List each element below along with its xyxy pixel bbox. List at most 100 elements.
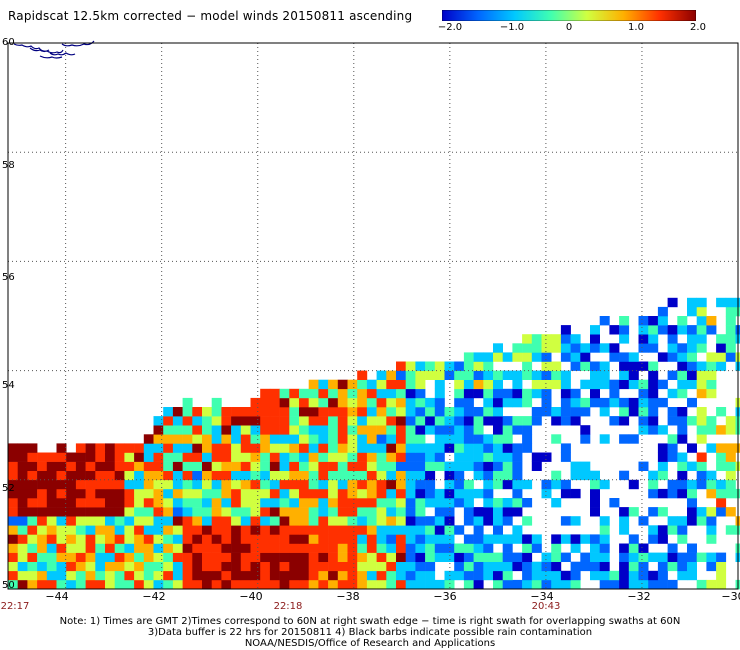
wind-cell — [279, 543, 290, 553]
wind-cell — [425, 416, 436, 426]
wind-cell — [434, 516, 445, 526]
wind-cell — [425, 498, 436, 508]
wind-cell — [182, 570, 193, 581]
wind-cell — [590, 388, 600, 399]
wind-cell — [463, 434, 474, 444]
wind-cell — [289, 543, 300, 553]
wind-cell — [260, 579, 271, 590]
wind-cell — [163, 561, 174, 572]
wind-cell — [619, 570, 630, 581]
wind-cell — [648, 379, 659, 390]
wind-cell — [696, 434, 707, 444]
wind-cell — [192, 479, 203, 490]
wind-cell — [541, 379, 552, 390]
wind-cell — [628, 479, 639, 490]
wind-cell — [250, 470, 261, 481]
wind-cell — [619, 352, 630, 362]
wind-cell — [143, 498, 154, 508]
wind-cell — [37, 488, 48, 499]
wind-cell — [366, 507, 377, 517]
wind-cell — [638, 425, 649, 435]
wind-cell — [347, 388, 358, 399]
wind-cell — [134, 470, 145, 481]
wind-cell — [211, 525, 222, 535]
wind-cell — [706, 325, 717, 335]
wind-cell — [667, 325, 678, 335]
wind-cell — [85, 579, 96, 590]
wind-cell — [725, 488, 736, 499]
wind-cell — [619, 416, 630, 426]
wind-cell — [8, 488, 18, 499]
wind-cell — [599, 434, 610, 444]
wind-cell — [706, 552, 717, 562]
colorbar — [442, 10, 696, 21]
wind-cell — [85, 498, 96, 508]
wind-cell — [590, 570, 600, 581]
wind-cell — [163, 479, 174, 490]
wind-cell — [512, 552, 523, 562]
lon-label: −38 — [336, 590, 360, 603]
wind-cell — [386, 425, 397, 435]
wind-cell — [696, 507, 707, 517]
wind-cell — [95, 452, 106, 462]
wind-cell — [522, 516, 533, 526]
wind-cell — [357, 479, 368, 490]
wind-cell — [657, 325, 668, 335]
wind-cell — [318, 379, 329, 390]
wind-cell — [231, 434, 242, 444]
wind-cell — [473, 488, 484, 499]
wind-cell — [415, 552, 426, 562]
wind-cell — [250, 543, 261, 553]
wind-cell — [716, 343, 727, 353]
wind-cell — [279, 507, 290, 517]
wind-cell — [279, 452, 290, 462]
wind-cell — [396, 552, 406, 562]
wind-cell — [580, 379, 591, 390]
wind-cell — [648, 425, 659, 435]
wind-cell — [250, 507, 261, 517]
wind-cell — [260, 443, 271, 453]
wind-cell — [493, 507, 503, 517]
wind-cell — [337, 416, 348, 426]
wind-cell — [337, 397, 348, 408]
wind-cell — [657, 561, 668, 572]
wind-cell — [376, 579, 387, 590]
wind-cell — [357, 461, 368, 471]
wind-cell — [56, 543, 67, 553]
wind-cell — [706, 561, 717, 572]
wind-cell — [56, 525, 67, 535]
wind-cell — [512, 370, 523, 380]
wind-cell — [619, 561, 630, 572]
wind-cell — [560, 352, 571, 362]
note-line-2: 3)Data buffer is 22 hrs for 20150811 4) … — [147, 627, 593, 638]
wind-cell — [531, 416, 542, 426]
wind-cell — [318, 498, 329, 508]
wind-cell — [483, 543, 494, 553]
wind-cell — [541, 343, 552, 353]
wind-cell — [163, 416, 174, 426]
wind-cell — [308, 479, 319, 490]
wind-cell — [279, 516, 290, 526]
wind-cell — [318, 434, 329, 444]
wind-cell — [667, 352, 678, 362]
wind-cell — [463, 461, 474, 471]
wind-cell — [405, 516, 416, 526]
wind-cell — [172, 452, 183, 462]
wind-cell — [493, 388, 503, 399]
wind-cell — [95, 579, 106, 590]
wind-cell — [143, 488, 154, 499]
wind-cell — [231, 498, 242, 508]
wind-cell — [405, 416, 416, 426]
wind-cell — [405, 507, 416, 517]
wind-cell — [299, 516, 309, 526]
wind-cell — [231, 579, 242, 590]
wind-cell — [202, 407, 212, 417]
wind-cell — [590, 479, 600, 490]
wind-cell — [405, 388, 416, 399]
lon-label: −40 — [239, 590, 263, 603]
wind-cell — [473, 352, 484, 362]
wind-cell — [240, 534, 251, 544]
wind-cell — [250, 416, 261, 426]
wind-cell — [376, 452, 387, 462]
wind-cell — [240, 498, 251, 508]
